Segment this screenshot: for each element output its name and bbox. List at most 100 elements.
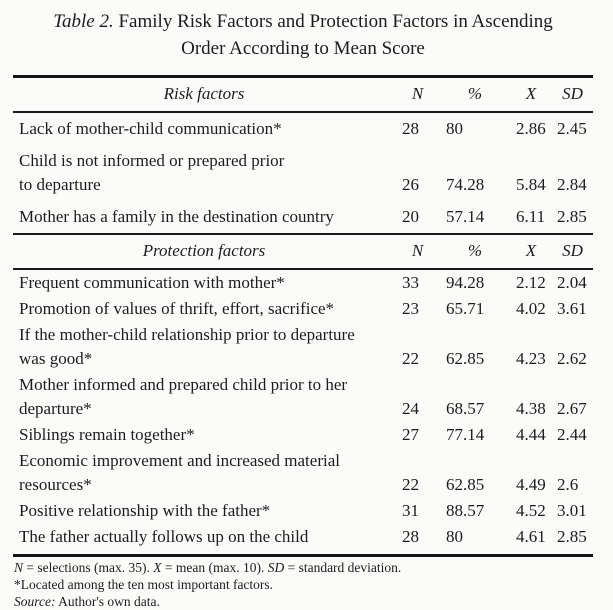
cell-mean: 4.02 xyxy=(516,299,546,318)
cell-n: 20 xyxy=(402,207,419,226)
cell-sd: 2.85 xyxy=(557,207,587,226)
table-row: If the mother-child relationship prior t… xyxy=(13,322,593,372)
cell-pct: 62.85 xyxy=(446,475,485,494)
footnote-asterisk: *Located among the ten most important fa… xyxy=(14,577,274,592)
row-label-line: Child is not informed or prepared prior xyxy=(19,151,285,170)
col-header-sd: SD xyxy=(562,241,583,260)
cell-mean: 4.44 xyxy=(516,425,546,444)
cell-pct: 88.57 xyxy=(446,501,485,520)
cell-pct: 57.14 xyxy=(446,207,485,226)
cell-mean: 4.61 xyxy=(516,527,546,546)
footnote-definitions: N = selections (max. 35). X = mean (max.… xyxy=(14,559,593,576)
col-header-n: N xyxy=(411,84,424,103)
footnote-x-def: = mean (max. 10). xyxy=(161,560,268,575)
protection-header-label: Protection factors xyxy=(142,241,266,260)
cell-sd: 2.85 xyxy=(557,527,587,546)
row-label-line: to departure xyxy=(19,175,101,194)
cell-mean: 4.52 xyxy=(516,501,546,520)
data-table: Risk factors N % X SD Lack of mother-chi… xyxy=(13,75,593,557)
cell-pct: 62.85 xyxy=(446,349,485,368)
cell-pct: 74.28 xyxy=(446,175,485,194)
table-row: Lack of mother-child communication* 28 8… xyxy=(13,113,593,145)
cell-n: 23 xyxy=(402,299,419,318)
cell-sd: 2.45 xyxy=(557,119,587,138)
cell-n: 26 xyxy=(402,175,419,194)
row-label-line: Mother has a family in the destination c… xyxy=(19,207,334,226)
cell-sd: 2.84 xyxy=(557,175,587,194)
cell-pct: 80 xyxy=(446,119,463,138)
cell-mean: 2.86 xyxy=(516,119,546,138)
footnote-n-symbol: N xyxy=(14,560,24,575)
cell-sd: 2.04 xyxy=(557,273,587,292)
cell-sd: 3.61 xyxy=(557,299,587,318)
cell-mean: 6.11 xyxy=(516,207,546,226)
cell-sd: 2.6 xyxy=(557,475,579,494)
row-label: If the mother-child relationship prior t… xyxy=(13,323,395,371)
footnote-sd-def: = standard deviation. xyxy=(284,560,402,575)
cell-pct: 94.28 xyxy=(446,273,485,292)
table-row: Siblings remain together* 27 77.14 4.44 … xyxy=(13,422,593,448)
source-text: Author's own data. xyxy=(55,594,160,609)
table-footnotes: N = selections (max. 35). X = mean (max.… xyxy=(13,557,593,610)
row-label: Promotion of values of thrift, effort, s… xyxy=(13,297,395,321)
col-header-sd: SD xyxy=(562,84,583,103)
section-protection-factors: Protection factors N % X SD Frequent com… xyxy=(13,233,593,554)
col-header-mean: X xyxy=(525,241,537,260)
row-label-line: departure* xyxy=(19,399,92,418)
row-label-line: Frequent communication with mother* xyxy=(19,273,285,292)
col-header-mean: X xyxy=(525,84,537,103)
row-label: Positive relationship with the father* xyxy=(13,499,395,523)
row-label-line: Economic improvement and increased mater… xyxy=(19,451,340,470)
cell-n: 22 xyxy=(402,349,419,368)
row-label: Mother has a family in the destination c… xyxy=(13,205,395,229)
cell-pct: 68.57 xyxy=(446,399,485,418)
table-row: Promotion of values of thrift, effort, s… xyxy=(13,296,593,322)
col-header-pct: % xyxy=(467,84,483,103)
footnote-n-def: = selections (max. 35). xyxy=(23,560,154,575)
row-label-line: Mother informed and prepared child prior… xyxy=(19,375,348,394)
risk-header-label: Risk factors xyxy=(163,84,245,103)
table-row: Mother has a family in the destination c… xyxy=(13,201,593,233)
section-risk-factors: Risk factors N % X SD Lack of mother-chi… xyxy=(13,78,593,233)
row-label-line: Promotion of values of thrift, effort, s… xyxy=(19,299,335,318)
row-label: Mother informed and prepared child prior… xyxy=(13,373,395,421)
row-label-line: resources* xyxy=(19,475,92,494)
cell-mean: 2.12 xyxy=(516,273,546,292)
row-label-line: If the mother-child relationship prior t… xyxy=(19,325,355,344)
cell-pct: 65.71 xyxy=(446,299,485,318)
cell-pct: 80 xyxy=(446,527,463,546)
row-label: Economic improvement and increased mater… xyxy=(13,449,395,497)
footnote-source: Source: Author's own data. xyxy=(14,593,593,610)
table-row: Mother informed and prepared child prior… xyxy=(13,372,593,422)
table-row: Frequent communication with mother* 33 9… xyxy=(13,270,593,296)
row-label-line: was good* xyxy=(19,349,93,368)
cell-n: 27 xyxy=(402,425,419,444)
cell-n: 28 xyxy=(402,119,419,138)
row-label: Siblings remain together* xyxy=(13,423,395,447)
row-label: Child is not informed or prepared prior … xyxy=(13,149,395,197)
cell-n: 22 xyxy=(402,475,419,494)
table-row: The father actually follows up on the ch… xyxy=(13,524,593,550)
row-label-line: Siblings remain together* xyxy=(19,425,195,444)
cell-mean: 4.38 xyxy=(516,399,546,418)
row-label: The father actually follows up on the ch… xyxy=(13,525,395,549)
cell-mean: 4.23 xyxy=(516,349,546,368)
cell-sd: 2.67 xyxy=(557,399,587,418)
row-label-line: Positive relationship with the father* xyxy=(19,501,271,520)
col-header-n: N xyxy=(411,241,424,260)
risk-header-row: Risk factors N % X SD xyxy=(13,78,593,113)
row-label-line: The father actually follows up on the ch… xyxy=(19,527,309,546)
table-row: Economic improvement and increased mater… xyxy=(13,448,593,498)
source-label: Source: xyxy=(14,594,56,609)
footnote-sd-symbol: SD xyxy=(267,560,285,575)
cell-sd: 3.01 xyxy=(557,501,587,520)
table-row: Child is not informed or prepared prior … xyxy=(13,145,593,201)
cell-mean: 4.49 xyxy=(516,475,546,494)
table-number: Table 2. xyxy=(53,11,114,32)
cell-n: 31 xyxy=(402,501,419,520)
col-header-pct: % xyxy=(467,241,483,260)
cell-n: 28 xyxy=(402,527,419,546)
cell-sd: 2.44 xyxy=(557,425,587,444)
protection-header-row: Protection factors N % X SD xyxy=(13,233,593,270)
